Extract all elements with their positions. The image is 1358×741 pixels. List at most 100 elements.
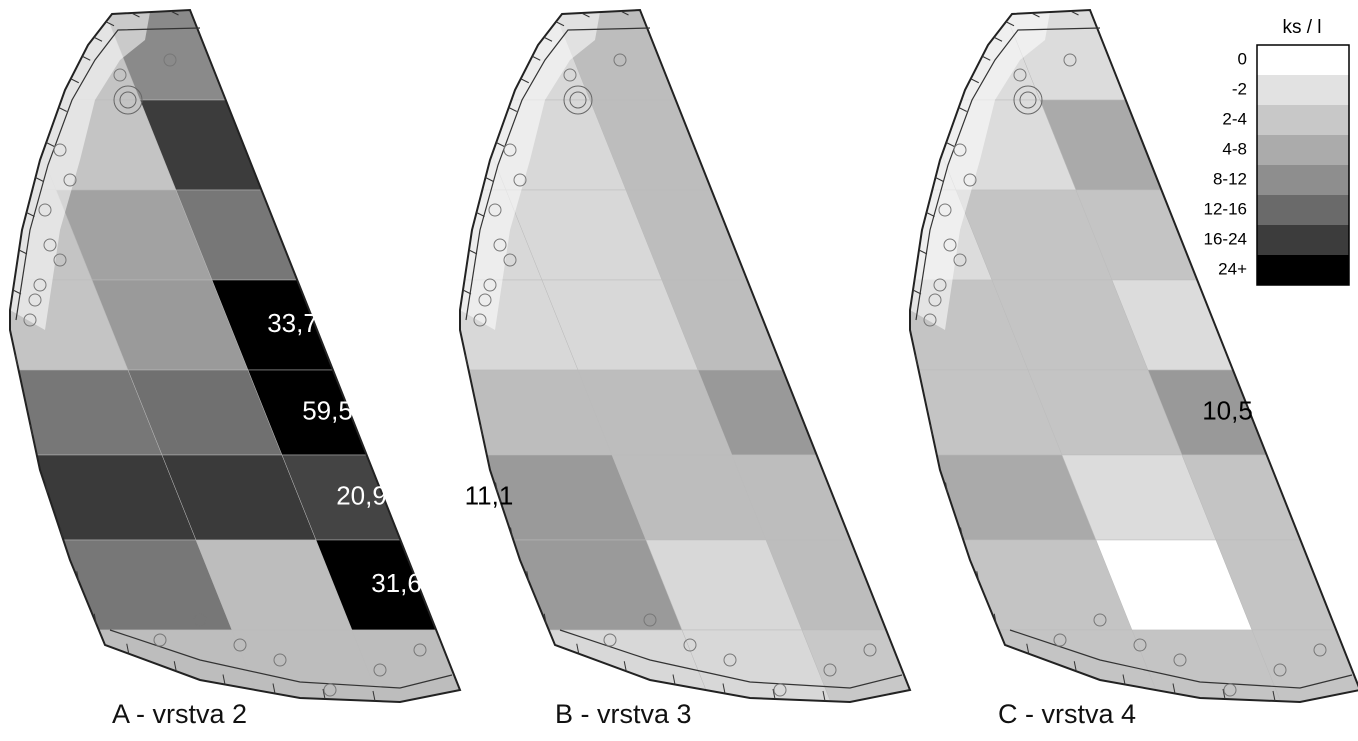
pebble [473,313,487,327]
bank-tick [970,78,979,84]
bank-tick [46,142,55,147]
bank-tick [30,424,33,436]
bank-tick [620,10,629,16]
grid-cell [678,10,910,101]
pebble [163,53,177,67]
pebble [1013,68,1027,82]
legend-label: 8-12 [1213,169,1247,188]
inner-edge [109,629,453,689]
bank-tick [576,643,580,654]
bank-tick [945,482,948,493]
outline [909,8,1358,704]
pebble [113,68,127,82]
pebble [1173,653,1187,667]
grid-cell [1236,279,1358,371]
inner-edge [15,27,201,321]
legend-swatch [1257,255,1349,285]
legend-label: 2-4 [1222,109,1247,128]
well [563,85,593,115]
pebble [478,293,492,307]
bank-tick [1122,674,1126,685]
legend-swatch [1257,75,1349,105]
pebble [938,203,952,217]
bank-tick [45,482,48,493]
bank-tick [982,55,991,61]
pebble [603,633,617,647]
bank-tick [1222,688,1226,700]
legend-swatch [1257,225,1349,255]
bank-tick [322,688,326,700]
bank-tick [935,177,944,182]
pebble [488,203,502,217]
bank-tick [126,643,130,654]
pebble [193,613,207,627]
inner-edge [465,27,651,321]
bank-tick [476,212,485,217]
well [119,91,137,109]
cell-value: 59,5 [302,395,353,425]
bank-tick [526,571,530,582]
legend-label: 0 [1238,49,1247,68]
pebble [723,653,737,667]
legend-label: -2 [1232,79,1247,98]
pebble [38,203,52,217]
pebble [1223,683,1237,697]
well [1019,91,1037,109]
legend: ks / l 0 -2 2-4 4-8 8-12 12-16 16-24 24+ [1204,17,1350,286]
legend-swatch [1257,45,1349,75]
bank-tick [495,482,498,493]
pebble [823,663,837,677]
bank-tick [468,249,478,255]
bank-tick [993,36,1003,42]
pebble [493,238,507,252]
bank-tick [993,613,997,624]
legend-swatch [1257,165,1349,195]
bank [910,12,1050,330]
bank-tick [1026,643,1030,654]
cell-value: 10,5 [1202,395,1253,425]
bank-tick [543,36,553,42]
grid-cell [10,539,233,631]
pebble [503,253,517,267]
cell-value: 20,9 [336,480,387,510]
bank-tick [496,142,505,147]
bank-tick [1073,661,1077,672]
bank-tick [35,177,44,182]
bank-tick [1005,21,1015,27]
legend-title: ks / l [1282,17,1321,38]
pebble [63,173,77,187]
legend-label: 24+ [1218,259,1247,278]
inner-edge [1009,629,1353,689]
pebble [953,253,967,267]
bank-tick [131,12,140,18]
bank-tick [173,661,177,672]
bank-tick [926,212,935,217]
bank-tick [58,107,67,112]
legend-swatch [1257,135,1349,165]
pebble [153,633,167,647]
bank-tick [976,571,980,582]
well [113,85,143,115]
bank-tick [918,249,928,255]
bank-tick [372,690,376,702]
outline [459,8,912,704]
bank-tick [532,55,541,61]
pebble [28,293,42,307]
bank-tick [222,674,226,685]
pebble [273,653,287,667]
pebble [1133,638,1147,652]
inner-edge [559,629,903,689]
legend-swatch [1257,105,1349,135]
bank-tick [76,571,80,582]
pebble [1313,643,1327,657]
bank-tick [18,249,28,255]
bank-tick [70,78,79,84]
bank-tick [915,354,918,366]
bank-tick [1272,690,1276,702]
bank [460,12,600,330]
pebble [643,613,657,627]
grid-cell [1340,539,1358,631]
bank-tick [93,36,103,42]
bank-tick [958,107,967,112]
pebble [513,173,527,187]
